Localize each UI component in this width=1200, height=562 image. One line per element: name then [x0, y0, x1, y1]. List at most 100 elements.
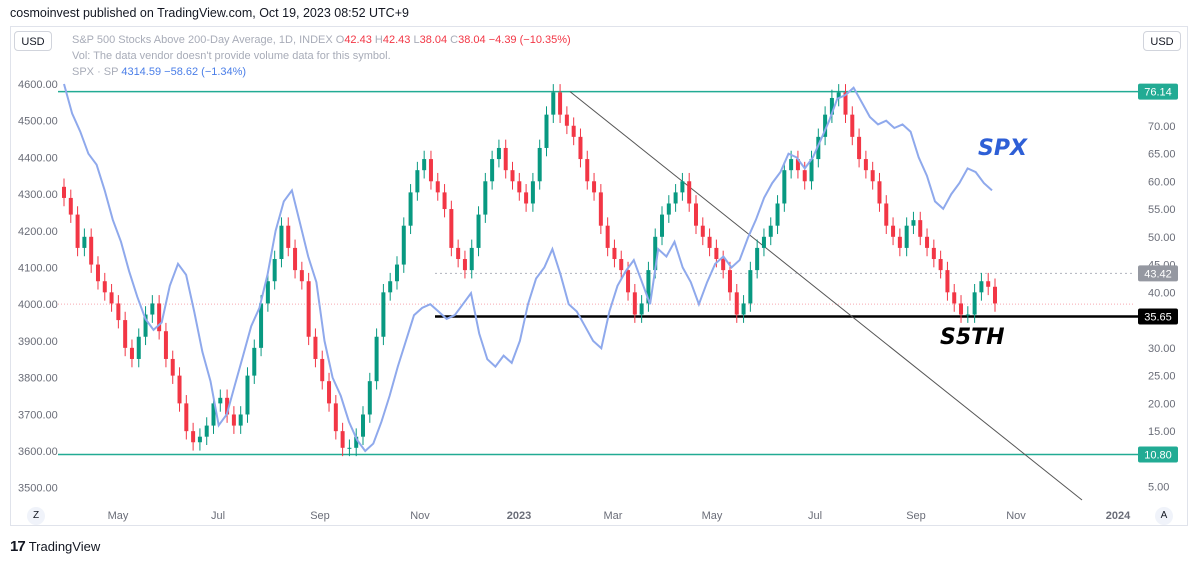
candle-body [211, 403, 216, 426]
publish-caption: cosmoinvest published on TradingView.com… [10, 6, 409, 20]
candle-body [660, 214, 665, 237]
x-axis-tick: 2023 [507, 510, 531, 522]
candle-body [632, 292, 637, 315]
candle-body [401, 225, 406, 265]
candle-body [653, 236, 658, 271]
level-bottom-label: 10.80 [1144, 449, 1172, 461]
candle-body [986, 281, 991, 287]
level-bottom-label-box [1138, 446, 1178, 463]
candle-body [184, 403, 189, 432]
candle-body [884, 203, 889, 226]
candle-body [775, 203, 780, 226]
auto-scale-button[interactable]: A [1155, 507, 1173, 525]
candle-body [836, 92, 841, 98]
right-axis-tick: 25.00 [1148, 371, 1176, 383]
candle-body [598, 192, 603, 226]
candle-body [782, 170, 787, 204]
candle-body [714, 247, 719, 260]
right-axis-tick: 60.00 [1148, 176, 1176, 188]
annotation-spx: SPX [978, 136, 1028, 161]
candle-body [272, 259, 277, 282]
currency-right-button[interactable]: USD [1143, 31, 1181, 51]
timezone-button[interactable]: Z [27, 507, 45, 525]
candle-body [666, 203, 671, 215]
legend-open: 42.43 [344, 34, 372, 46]
tradingview-logo-text: TradingView [28, 539, 101, 554]
candle-body [116, 303, 121, 321]
legend-low-label: L [413, 34, 420, 46]
candle-body [721, 259, 726, 271]
candle-body [558, 92, 563, 115]
candle-body [959, 303, 964, 315]
candle-body [870, 170, 875, 182]
legend-high-label: H [374, 34, 383, 46]
candle-body [748, 270, 753, 304]
candle-body [245, 375, 250, 415]
candle-body [109, 292, 114, 304]
candle-body [483, 181, 488, 215]
candle-body [422, 159, 427, 171]
candle-body [707, 236, 712, 248]
candle-body [571, 125, 576, 137]
candle-body [503, 147, 508, 171]
last-price-label-box [1138, 265, 1178, 282]
candle-body [95, 264, 100, 282]
candle-body [564, 114, 569, 126]
left-axis-tick: 4400.00 [18, 152, 58, 164]
right-axis-tick: 50.00 [1148, 232, 1176, 244]
candle-body [293, 247, 298, 271]
candle-body [449, 209, 454, 248]
spx-line-series [63, 83, 993, 453]
candle-body [700, 225, 705, 237]
candle-body [82, 236, 87, 248]
candle-body [143, 314, 148, 337]
candle-body [795, 159, 800, 171]
candle-body [789, 159, 794, 171]
right-axis-tick: 65.00 [1148, 149, 1176, 161]
right-axis-tick: 20.00 [1148, 398, 1176, 410]
left-axis-tick: 4500.00 [18, 116, 58, 128]
candle-body [843, 92, 848, 115]
annotation-s5th: S5TH [940, 325, 1005, 350]
x-axis-tick: Sep [906, 510, 926, 522]
left-axis-tick: 3500.00 [18, 483, 58, 495]
legend-spx-value: 4314.59 −58.62 (−1.34%) [121, 66, 247, 78]
candle-body [462, 259, 467, 271]
x-axis-tick: Sep [310, 510, 330, 522]
currency-left-button[interactable]: USD [14, 31, 52, 51]
candle-body [578, 136, 583, 160]
candle-body [177, 375, 182, 404]
candle-body [204, 425, 209, 437]
candle-body [646, 270, 651, 304]
left-axis-tick: 4200.00 [18, 226, 58, 238]
x-axis-tick: Jul [211, 510, 225, 522]
legend-low: 38.04 [419, 34, 448, 46]
candle-body [904, 225, 909, 248]
chart-frame [10, 26, 1188, 526]
candle-body [877, 181, 882, 204]
candle-body [150, 303, 155, 315]
candle-body [816, 136, 821, 160]
candle-body [544, 114, 549, 148]
right-axis-tick: 40.00 [1148, 287, 1176, 299]
candle-body [979, 281, 984, 293]
candle-body [891, 225, 896, 237]
candle-body [537, 147, 542, 182]
right-axis-tick: 30.00 [1148, 343, 1176, 355]
candle-body [259, 303, 264, 348]
legend-spx: SPX · SP 4314.59 −58.62 (−1.34%) [72, 66, 246, 78]
candle-body [265, 281, 270, 304]
candle-body [340, 431, 345, 448]
candle-body [333, 403, 338, 432]
candle-body [809, 159, 814, 182]
candle-body [286, 225, 291, 248]
level-top-label: 76.14 [1144, 87, 1172, 99]
candle-body [388, 281, 393, 293]
legend-close-label: C [450, 34, 459, 46]
x-axis-tick: Jul [808, 510, 822, 522]
candle-body [231, 414, 236, 426]
candle-body [170, 358, 175, 376]
candle-body [918, 220, 923, 237]
candle-body [911, 220, 916, 226]
